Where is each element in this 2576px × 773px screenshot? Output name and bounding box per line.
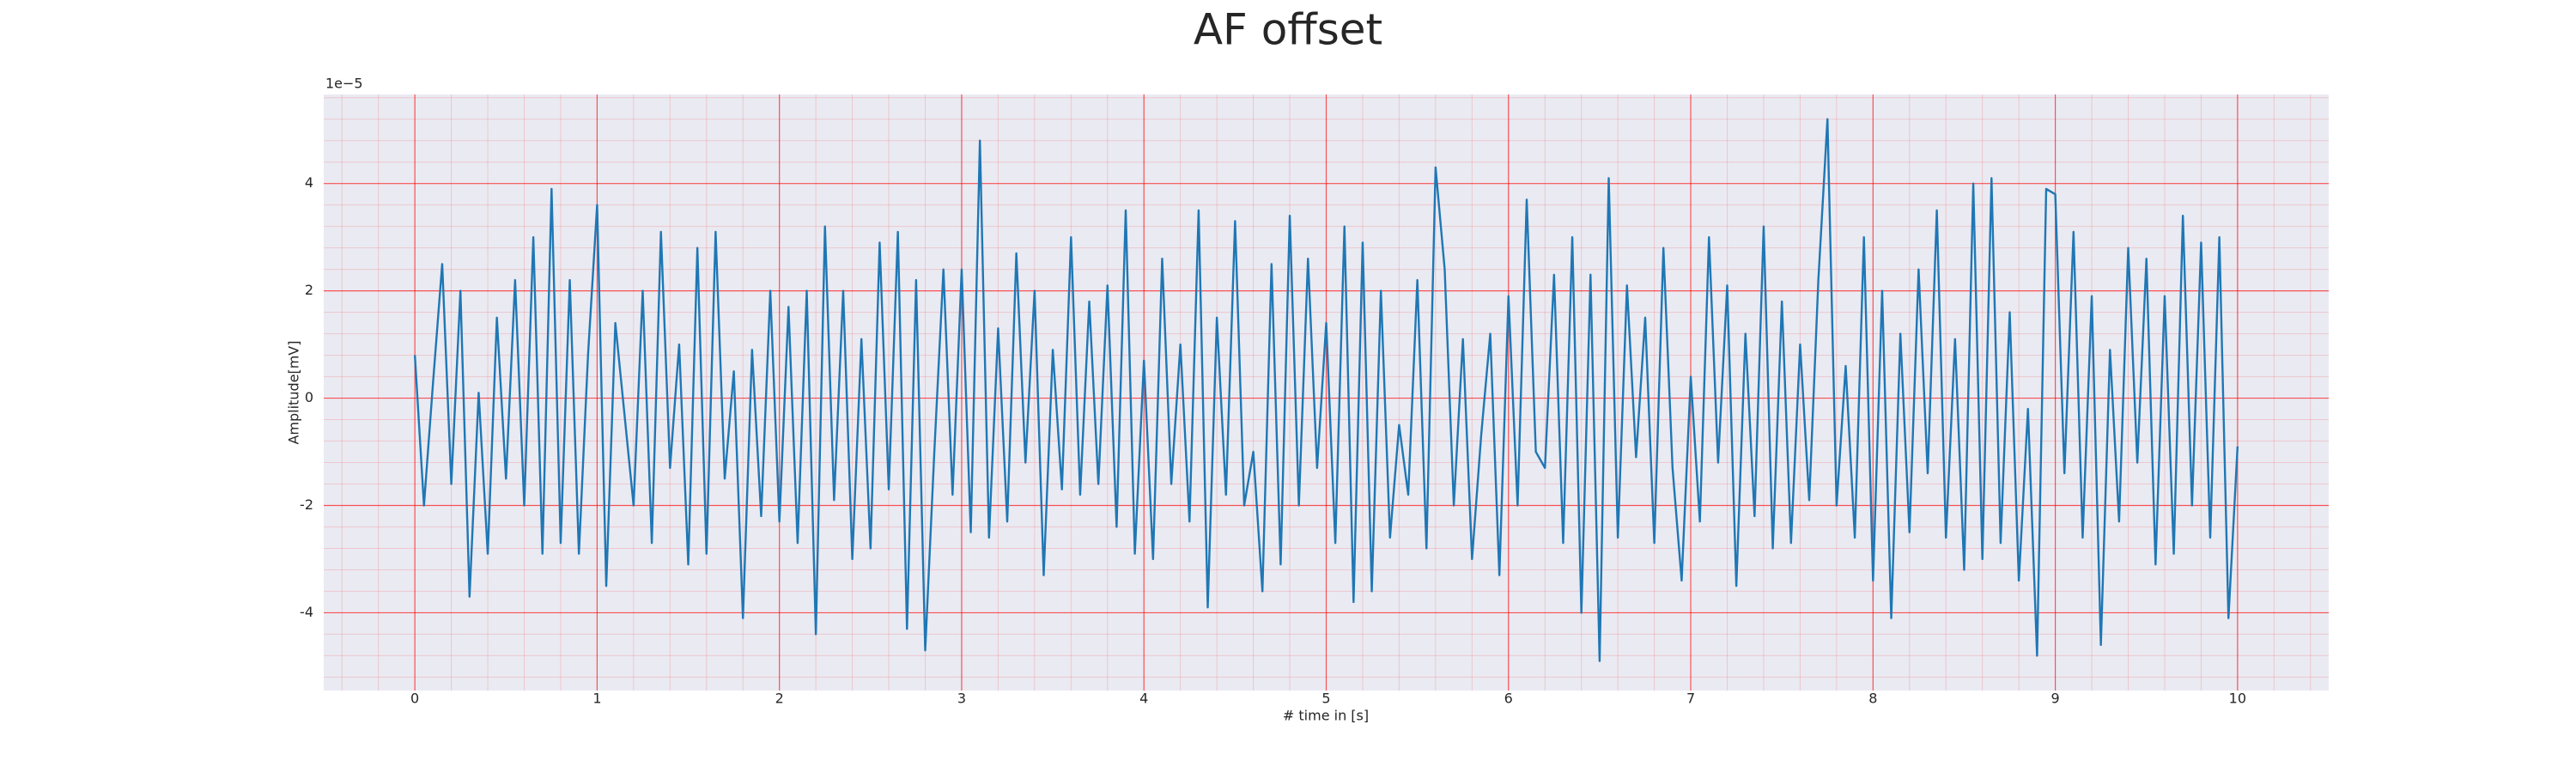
x-tick-label: 7 <box>1686 691 1695 707</box>
x-tick-label: 8 <box>1868 691 1877 707</box>
x-axis-label: # time in [s] <box>1283 708 1369 724</box>
y-tick-label: -2 <box>300 496 313 513</box>
y-tick-label: 2 <box>305 282 313 298</box>
x-tick-label: 9 <box>2050 691 2059 707</box>
y-tick-label: 4 <box>305 174 313 191</box>
x-tick-label: 1 <box>592 691 601 707</box>
y-offset-label: 1e−5 <box>325 76 363 92</box>
x-tick-label: 0 <box>410 691 419 707</box>
marks <box>413 118 2239 662</box>
x-tick-label: 2 <box>775 691 784 707</box>
x-tick-label: 5 <box>1321 691 1330 707</box>
x-tick-label: 4 <box>1139 691 1148 707</box>
y-axis-label: Amplitude[mV] <box>286 340 302 444</box>
x-tick-label: 3 <box>957 691 966 707</box>
chart-title: AF offset <box>1194 5 1382 55</box>
x-tick-label: 10 <box>2229 691 2246 707</box>
y-tick-label: 0 <box>305 389 313 405</box>
y-tick-label: -4 <box>300 604 313 620</box>
x-tick-label: 6 <box>1504 691 1513 707</box>
line <box>413 118 2239 662</box>
